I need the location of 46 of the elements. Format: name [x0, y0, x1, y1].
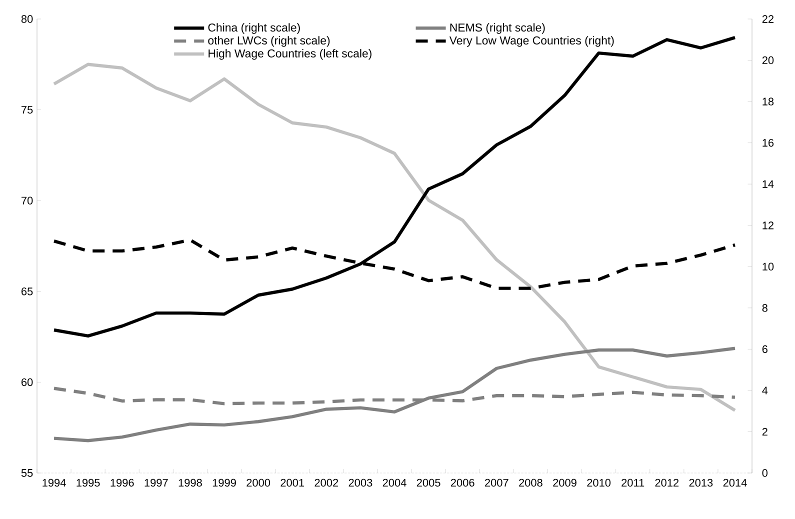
x-tick-label: 1997 — [144, 478, 168, 487]
y2-tick-label: 16 — [762, 138, 774, 147]
y-tick-label: 80 — [21, 15, 33, 23]
legend-label: China (right scale) — [208, 23, 300, 34]
line-series — [52, 36, 737, 338]
legend-label: Very Low Wage Countries (right) — [449, 36, 614, 47]
y-tick-label: 55 — [21, 469, 33, 477]
legend-label: High Wage Countries (left scale) — [208, 49, 372, 60]
x-tick-label: 2005 — [416, 478, 440, 487]
legend-label: other LWCs (right scale) — [208, 36, 330, 47]
x-tick-label: 2001 — [280, 478, 304, 487]
x-tick-label: 2002 — [314, 478, 338, 487]
x-tick-label: 2003 — [348, 478, 372, 487]
x-tick-label: 1995 — [76, 478, 100, 487]
x-tick-label: 2000 — [246, 478, 270, 487]
x-tick-label: 2014 — [723, 478, 747, 487]
x-tick-label: 2006 — [450, 478, 474, 487]
y-tick-label: 60 — [22, 378, 33, 386]
y-tick-label: 70 — [22, 196, 33, 204]
y2-tick-label: 8 — [762, 304, 768, 312]
line-series — [52, 346, 737, 442]
y2-tick-label: 2 — [762, 428, 768, 436]
y2-tick-label: 22 — [762, 15, 774, 23]
legend-label: NEMS (right scale) — [450, 23, 545, 34]
y2-tick-label: 0 — [762, 469, 768, 477]
x-tick-label: 2010 — [587, 478, 611, 487]
x-tick-label: 2004 — [382, 478, 406, 487]
y-tick-label: 65 — [22, 288, 33, 296]
y2-tick-label: 6 — [762, 345, 768, 354]
y2-tick-label: 10 — [762, 262, 774, 271]
y2-tick-label: 20 — [762, 56, 774, 64]
y2-tick-label: 4 — [762, 386, 768, 394]
y-tick-label: 75 — [22, 106, 33, 114]
x-tick-label: 2009 — [553, 478, 576, 487]
x-tick-label: 2008 — [519, 478, 542, 487]
x-tick-label: 2013 — [689, 478, 713, 487]
x-tick-label: 2011 — [622, 478, 644, 487]
x-tick-label: 1998 — [178, 478, 202, 487]
x-tick-label: 2012 — [655, 478, 679, 487]
x-tick-label: 1999 — [212, 478, 236, 487]
y2-tick-label: 12 — [762, 222, 774, 230]
x-tick-label: 1994 — [42, 478, 66, 487]
y2-tick-label: 18 — [762, 98, 774, 106]
x-tick-label: 1996 — [110, 478, 134, 487]
y2-tick-label: 14 — [762, 180, 774, 188]
x-tick-label: 2007 — [485, 478, 508, 487]
